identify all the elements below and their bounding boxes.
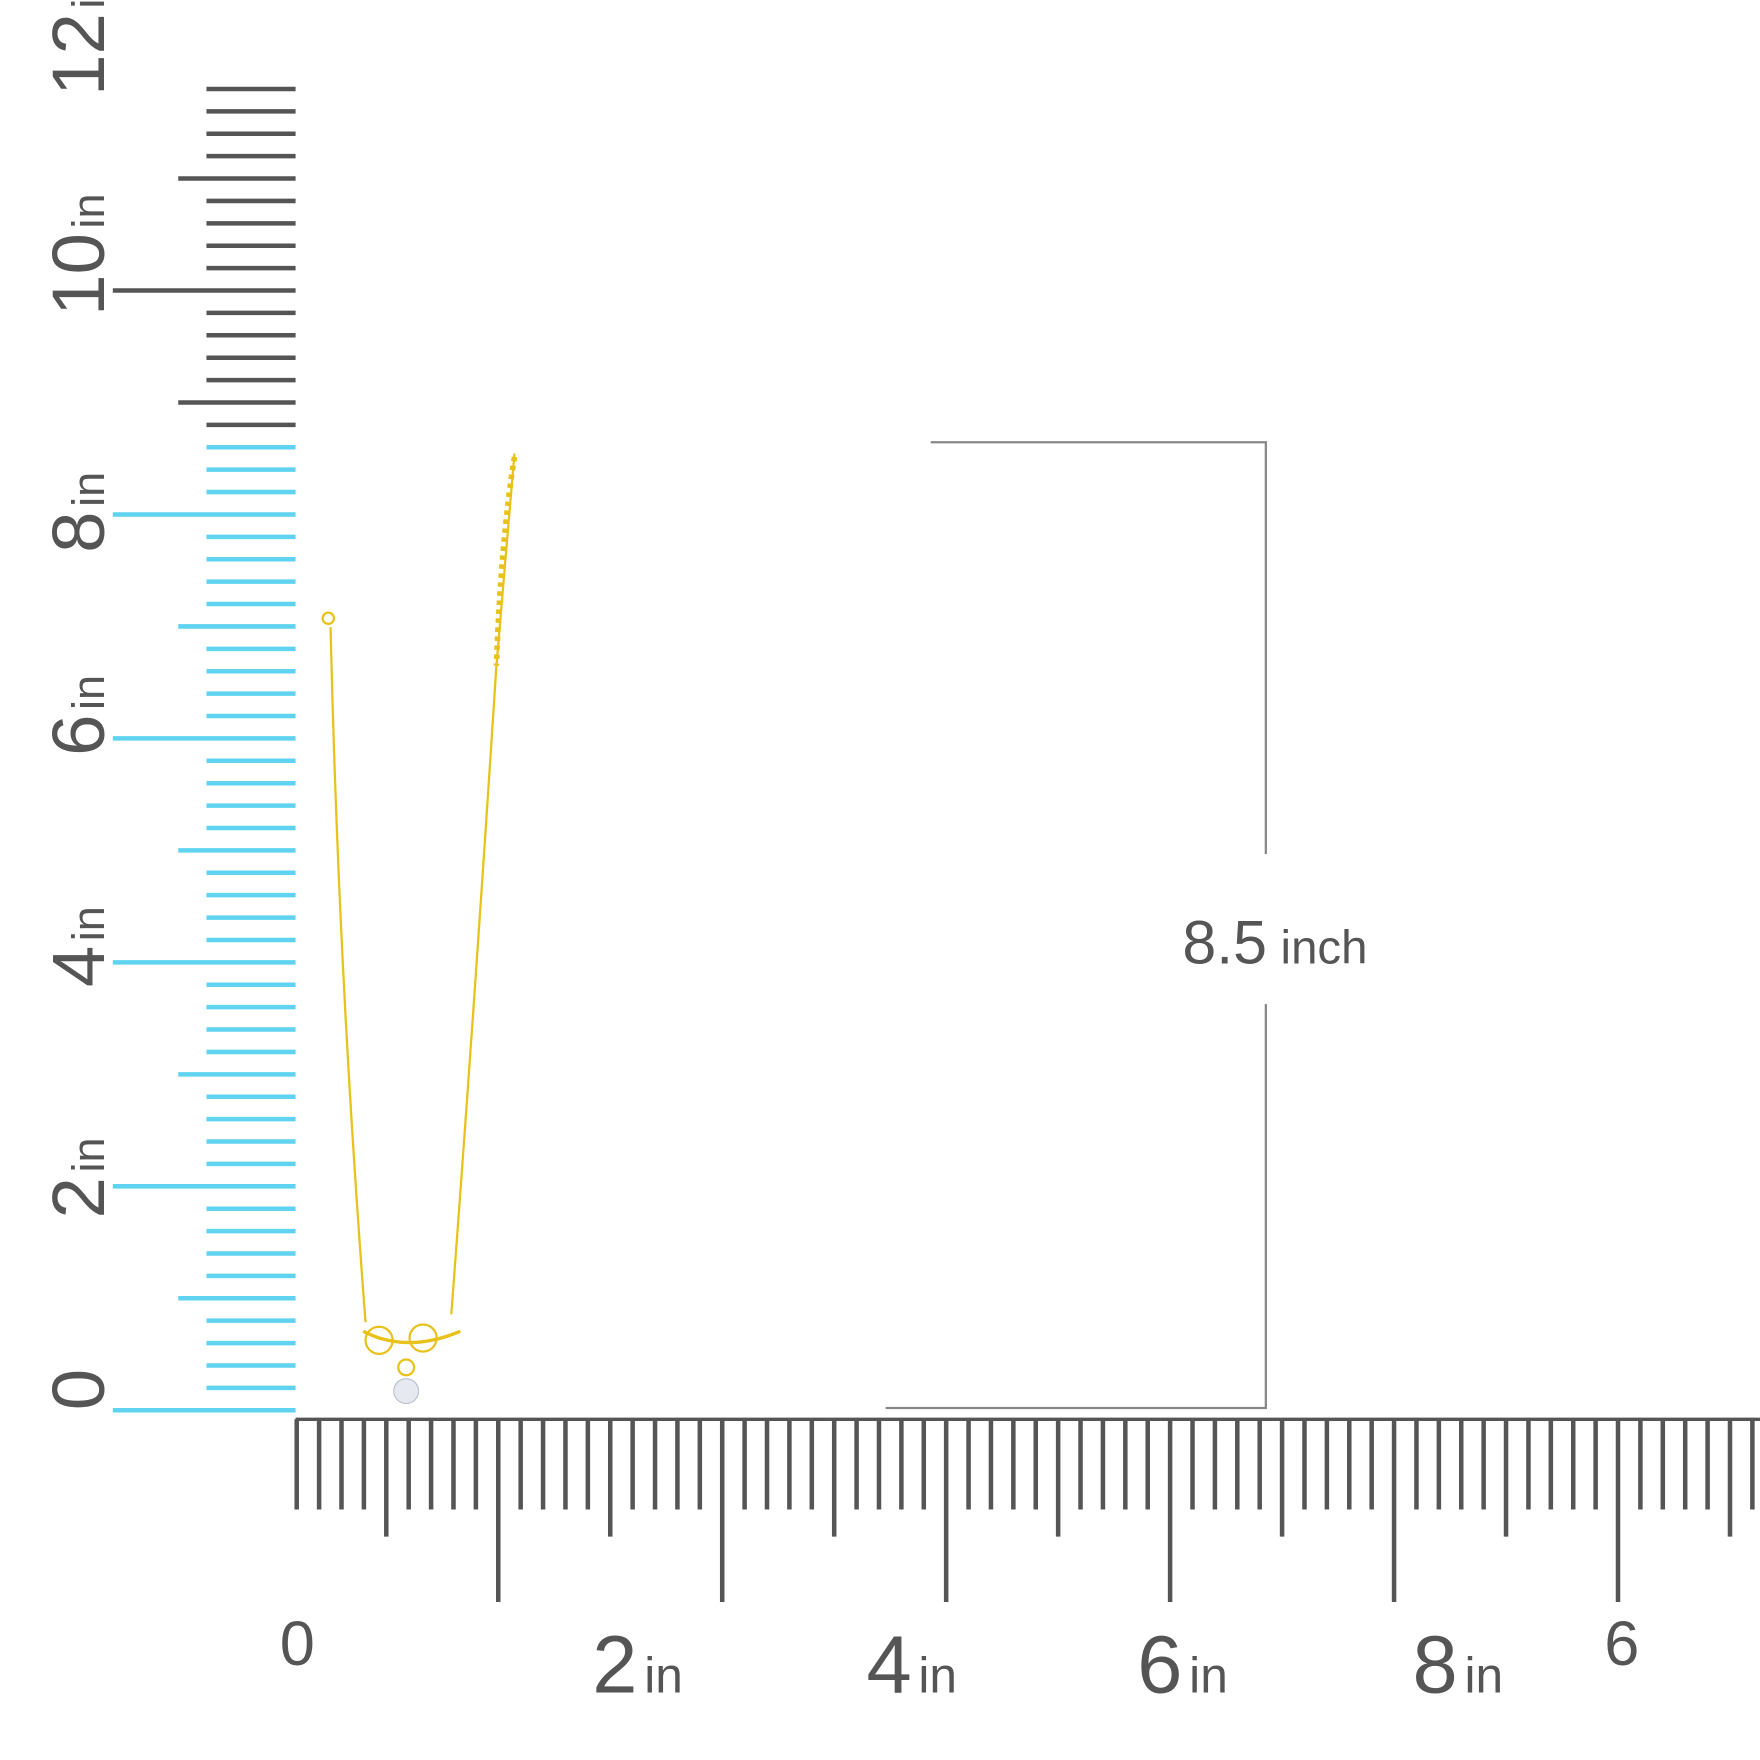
vertical-label: 8 in — [37, 472, 120, 553]
label-number: 2 — [37, 1177, 120, 1218]
label-unit: in — [63, 472, 114, 507]
label-unit: in — [63, 0, 114, 9]
label-unit: in — [63, 906, 114, 941]
vertical-label: 2 in — [37, 1137, 120, 1218]
label-number: 8 — [1413, 1619, 1458, 1710]
horizontal-label: 6 — [1604, 1609, 1639, 1679]
label-unit: in — [63, 1137, 114, 1172]
label-unit: in — [644, 1647, 683, 1703]
horizontal-label: 6 in — [1137, 1619, 1228, 1710]
vertical-label: 6 in — [37, 675, 120, 756]
vertical-label: 0 — [37, 1369, 120, 1410]
label-number: 6 — [1137, 1619, 1182, 1710]
label-unit: in — [63, 675, 114, 710]
horizontal-label: 2 in — [592, 1619, 683, 1710]
label-number: 0 — [37, 1369, 120, 1410]
horizontal-label: 8 in — [1413, 1619, 1504, 1710]
vertical-label: 12 in — [37, 0, 120, 96]
label-unit: in — [1464, 1647, 1503, 1703]
label-number: 8 — [37, 511, 120, 552]
measurement-bracket — [885, 441, 1267, 1410]
ruler-labels: 02in4in6in8in10in12in02in4in6in8in6 — [37, 0, 1640, 1710]
horizontal-label: 4 in — [866, 1619, 957, 1710]
measurement-label: 8.5 inch — [1182, 908, 1367, 976]
label-unit: in — [1189, 1647, 1228, 1703]
label-number: 6 — [37, 714, 120, 755]
label-number: 4 — [866, 1619, 911, 1710]
label-unit: in — [63, 193, 114, 228]
label-number: 0 — [280, 1609, 315, 1679]
ruler-ticks — [112, 86, 1760, 1603]
label-number: 2 — [592, 1619, 637, 1710]
measurement-unit: inch — [1281, 921, 1368, 974]
pendant-stone — [393, 1378, 420, 1405]
label-number: 6 — [1604, 1609, 1639, 1679]
necklace — [321, 453, 518, 1377]
vertical-label: 4 in — [37, 906, 120, 987]
label-number: 12 — [37, 13, 120, 96]
label-number: 4 — [37, 946, 120, 987]
horizontal-label: 0 — [280, 1609, 315, 1679]
label-number: 10 — [37, 233, 120, 316]
label-unit: in — [918, 1647, 957, 1703]
measurement-value: 8.5 — [1182, 908, 1267, 976]
vertical-label: 10 in — [37, 193, 120, 315]
